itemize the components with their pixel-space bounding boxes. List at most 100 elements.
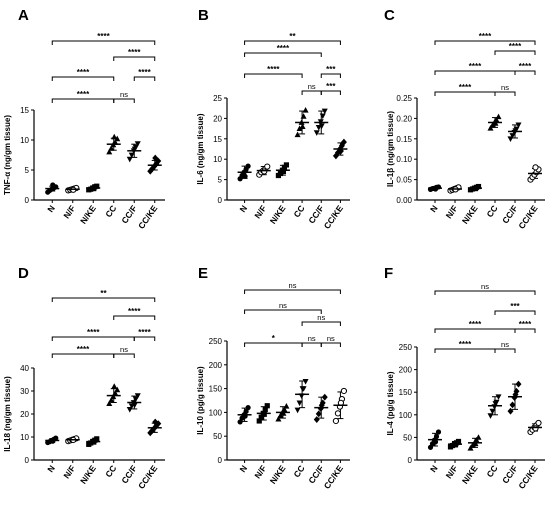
significance-label: ns — [308, 82, 316, 91]
significance-label: **** — [128, 307, 141, 316]
bracket-line — [113, 315, 156, 320]
data-point — [321, 108, 328, 115]
y-tick-label: 0.05 — [396, 176, 412, 185]
x-category-label: CC/KE — [322, 203, 346, 231]
bracket-line — [51, 98, 115, 103]
x-category-label: CC/KE — [516, 463, 540, 491]
significance-label: ns — [279, 301, 287, 310]
y-tick-label: 250 — [399, 343, 413, 352]
bracket-line — [494, 348, 516, 353]
data-point — [94, 183, 100, 189]
data-point — [515, 380, 522, 388]
significance-label: **** — [469, 320, 482, 329]
series-n-f — [256, 163, 271, 178]
panel-label: D — [18, 265, 29, 282]
data-point — [296, 400, 303, 407]
y-tick-label: 200 — [399, 366, 413, 375]
y-tick-label: 100 — [209, 408, 223, 417]
data-point — [108, 397, 115, 403]
significance-label: **** — [519, 320, 532, 329]
data-point — [152, 154, 159, 162]
series-n — [237, 405, 252, 425]
series-cc-f — [313, 108, 329, 136]
significance-bracket: **** — [244, 44, 322, 57]
series-cc — [294, 379, 310, 414]
significance-label: **** — [509, 42, 522, 51]
significance-bracket: ns — [244, 281, 341, 294]
data-point — [131, 146, 138, 153]
significance-bracket: **** — [514, 62, 536, 75]
significance-bracket: **** — [51, 345, 115, 358]
data-point — [275, 415, 282, 422]
x-category-label: N/KE — [460, 203, 480, 226]
significance-bracket: **** — [434, 62, 516, 75]
data-point — [509, 401, 516, 409]
data-point — [294, 407, 301, 414]
data-point — [487, 413, 494, 419]
x-category-label: N/F — [444, 463, 460, 480]
significance-bracket: ns — [301, 82, 322, 95]
data-point — [280, 168, 287, 175]
series-n-ke — [86, 183, 101, 193]
x-category-label: CC — [103, 463, 118, 479]
x-category-label: N — [45, 203, 57, 214]
y-axis-label: IL-6 (ng/gm tissue) — [196, 113, 205, 184]
significance-bracket: **** — [434, 83, 496, 96]
data-point — [300, 113, 307, 119]
y-tick-label: 200 — [209, 361, 223, 370]
significance-label: **** — [138, 68, 151, 77]
data-point — [149, 427, 156, 434]
data-point — [134, 141, 141, 147]
data-point — [94, 436, 100, 442]
series-cc-f — [313, 393, 329, 423]
data-point — [299, 386, 306, 392]
series-n — [237, 163, 252, 182]
significance-bracket: ns — [320, 334, 341, 347]
x-category-label: CC/F — [119, 463, 139, 485]
x-category-label: CC — [484, 463, 499, 479]
y-tick-label: 0.20 — [396, 114, 412, 123]
significance-bracket: * — [244, 334, 303, 347]
x-category-label: CC/F — [500, 203, 520, 225]
significance-label: **** — [277, 44, 290, 53]
data-point — [152, 418, 159, 426]
bracket-line — [494, 50, 536, 55]
chart-panel-d: D 0 10 20 30 40 IL-18 (ng/gm tissue) N N/F N/KE CC… — [3, 265, 165, 491]
bracket-line — [51, 76, 115, 81]
significance-label: **** — [138, 328, 151, 337]
x-category-label: N/KE — [78, 203, 98, 226]
significance-bracket: **** — [434, 340, 496, 353]
bracket-line — [244, 40, 341, 45]
data-point — [475, 183, 482, 190]
series-n — [45, 182, 60, 195]
data-point — [242, 173, 248, 179]
y-tick-label: 25 — [213, 94, 222, 103]
data-point — [50, 182, 56, 188]
bracket-line — [51, 353, 115, 358]
x-category-label: N/KE — [78, 463, 98, 486]
series-n — [427, 429, 442, 450]
chart-panel-f: F 0 50 100 150 200 250 IL-4 (pg/g tissue) N N/F N/… — [384, 265, 545, 491]
series-cc-ke — [147, 418, 162, 437]
significance-bracket: **** — [514, 320, 536, 333]
significance-bracket: ns — [244, 301, 322, 314]
bracket-line — [244, 342, 303, 347]
significance-label: ns — [120, 345, 128, 354]
series-n — [45, 435, 60, 446]
x-category-label: N/F — [252, 463, 268, 480]
significance-label: ** — [289, 32, 296, 41]
bracket-line — [113, 98, 135, 103]
data-point — [489, 122, 496, 128]
series-cc-ke — [147, 154, 162, 175]
y-axis-label: IL-18 (ng/gm tissue) — [3, 376, 12, 452]
data-point — [340, 138, 347, 146]
data-point — [332, 417, 340, 425]
series-n-ke — [467, 434, 482, 451]
x-category-label: N/F — [252, 203, 268, 220]
bracket-line — [51, 40, 156, 45]
data-point — [264, 163, 271, 170]
data-point — [495, 394, 502, 400]
significance-label: **** — [128, 48, 141, 57]
